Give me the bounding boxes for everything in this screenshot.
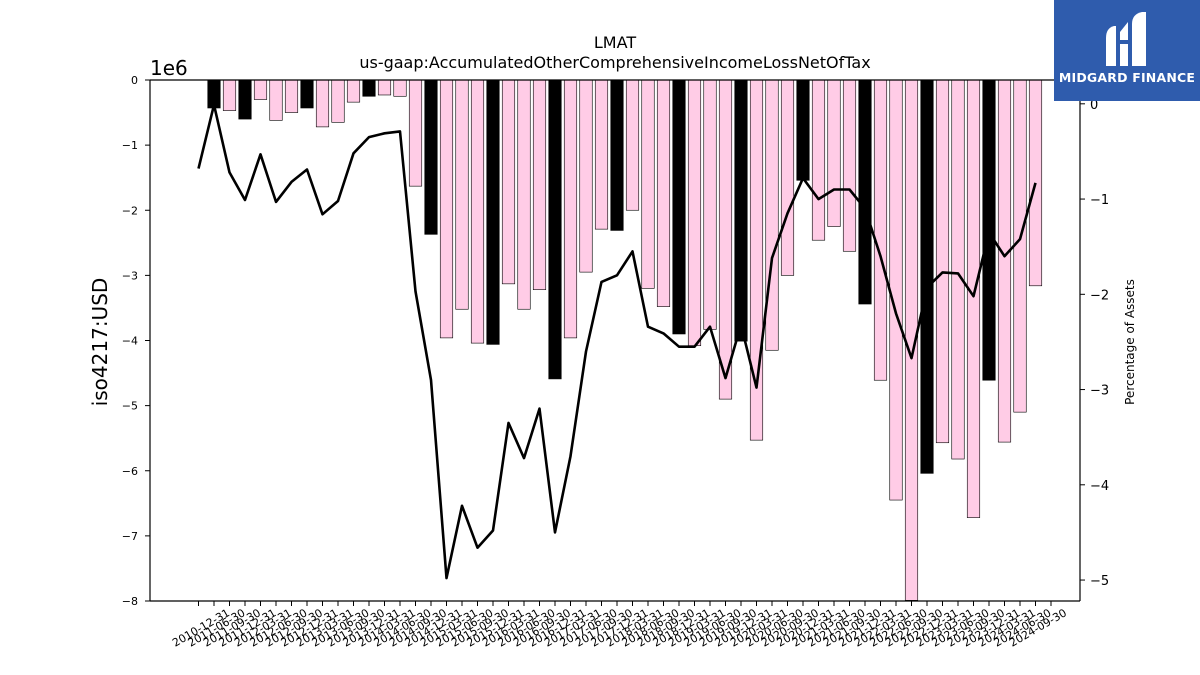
bars-layer (207, 79, 1043, 601)
midgard-finance-logo: MIDGARD FINANCE (1054, 0, 1200, 101)
y-tick-label: −3 (122, 269, 138, 282)
bar (935, 79, 950, 444)
bar (997, 79, 1012, 443)
y-tick-label: −4 (122, 335, 138, 348)
bar (1013, 79, 1027, 413)
y2-tick-label: −2 (1090, 288, 1109, 303)
bar (222, 79, 237, 111)
y2-tick-label: −3 (1090, 384, 1109, 399)
y-tick-label: −1 (122, 139, 138, 152)
bar (238, 79, 252, 120)
bar (284, 79, 299, 113)
bar (563, 79, 578, 339)
bar (873, 79, 888, 381)
bar (780, 79, 795, 276)
y-tick-label: −2 (122, 204, 138, 217)
bar (532, 79, 547, 291)
bar (656, 79, 671, 307)
bar (703, 79, 717, 330)
bar (548, 79, 562, 380)
bar (408, 79, 423, 187)
axes-layer: 0 −1 −2 −3 −4 −5 −6 −7 −8 0 −1 −2 −3 −4 −5 (122, 74, 1109, 608)
y-tick-label: 0 (131, 74, 138, 87)
bar (377, 79, 392, 96)
series-line (197, 103, 1037, 580)
chart-subtitle: us-gaap:AccumulatedOtherComprehensiveInc… (359, 53, 870, 72)
bar (920, 79, 934, 474)
bar (331, 79, 345, 123)
bar (424, 79, 438, 235)
bar (393, 79, 407, 97)
bar (951, 79, 965, 460)
x-ticks-layer: 2010-12-312011-06-302011-09-302011-12-31… (170, 601, 1069, 650)
bar (1028, 79, 1043, 287)
bar (718, 79, 733, 400)
y2-tick-label: −1 (1090, 193, 1109, 208)
chart-title: LMAT (594, 33, 636, 52)
bar (982, 79, 996, 381)
bar (889, 79, 903, 501)
y-tick-label: −6 (122, 465, 138, 478)
y-tick-label: −7 (122, 530, 138, 543)
bar (765, 79, 779, 351)
bar (858, 79, 872, 305)
y-offset-label: 1e6 (150, 56, 188, 80)
bar (594, 79, 609, 230)
line-layer (197, 103, 1037, 580)
bar (827, 79, 841, 227)
y-tick-label: −5 (122, 400, 138, 413)
y2-tick-label: 0 (1090, 98, 1098, 113)
bar (811, 79, 826, 241)
bar (253, 79, 268, 100)
bar (501, 79, 516, 285)
bar (315, 79, 330, 128)
y-axis-label: iso4217:USD (88, 278, 112, 407)
bar (300, 79, 314, 109)
logo-mark-icon (1106, 12, 1146, 66)
bar (966, 79, 981, 518)
bar (486, 79, 500, 345)
y2-axis-label: Percentage of Assets (1123, 279, 1137, 405)
bar (796, 79, 810, 181)
bar (641, 79, 655, 289)
bar (362, 79, 376, 97)
bar (470, 79, 485, 344)
bar (439, 79, 454, 339)
bar (455, 79, 469, 310)
bar (842, 79, 857, 252)
bar (734, 79, 748, 342)
bar (625, 79, 640, 211)
bar (346, 79, 361, 103)
bar (672, 79, 686, 335)
bar (610, 79, 624, 231)
bar (517, 79, 531, 310)
bar (269, 79, 283, 121)
bar (687, 79, 702, 347)
y-tick-label: −8 (122, 595, 138, 608)
bar (579, 79, 593, 273)
y2-tick-label: −4 (1090, 479, 1109, 494)
logo-wordmark: MIDGARD FINANCE (1058, 70, 1196, 85)
y2-tick-label: −5 (1090, 574, 1109, 589)
